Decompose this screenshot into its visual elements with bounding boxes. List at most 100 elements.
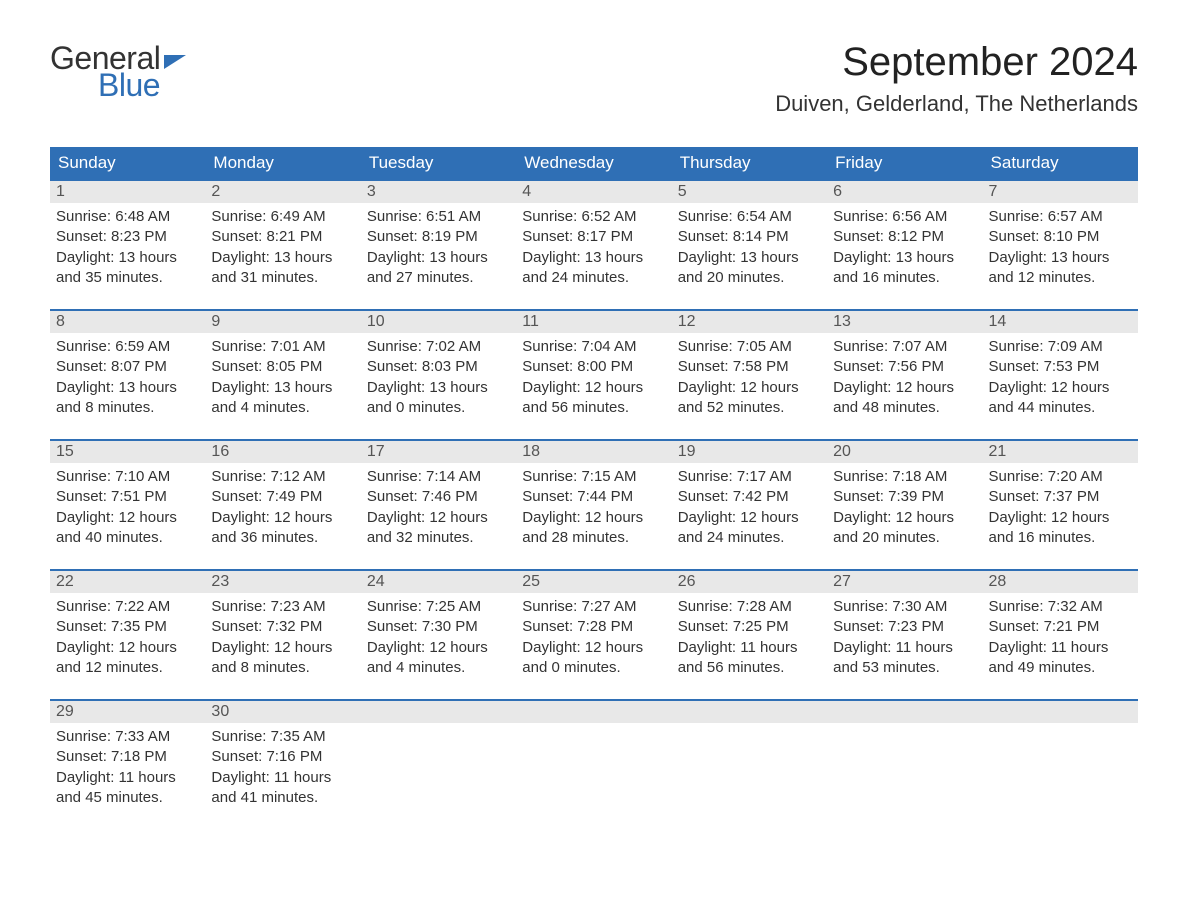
day-content: Sunrise: 7:27 AMSunset: 7:28 PMDaylight:… [516,593,671,686]
day-dl1: Daylight: 12 hours [522,508,665,528]
day-sunset: Sunset: 7:42 PM [678,487,821,507]
day-sunset: Sunset: 7:21 PM [989,617,1132,637]
day-dl1: Daylight: 12 hours [989,378,1132,398]
day-dl1: Daylight: 11 hours [678,638,821,658]
day-content: Sunrise: 7:33 AMSunset: 7:18 PMDaylight:… [50,723,205,816]
day-sunset: Sunset: 8:17 PM [522,227,665,247]
week-row: 1Sunrise: 6:48 AMSunset: 8:23 PMDaylight… [50,179,1138,309]
day-sunset: Sunset: 7:56 PM [833,357,976,377]
day-cell: 11Sunrise: 7:04 AMSunset: 8:00 PMDayligh… [516,309,671,439]
day-sunset: Sunset: 7:18 PM [56,747,199,767]
week-row: 22Sunrise: 7:22 AMSunset: 7:35 PMDayligh… [50,569,1138,699]
day-sunset: Sunset: 8:03 PM [367,357,510,377]
day-number: 8 [50,309,205,333]
day-content: Sunrise: 7:28 AMSunset: 7:25 PMDaylight:… [672,593,827,686]
day-sunrise: Sunrise: 7:30 AM [833,597,976,617]
day-cell: 12Sunrise: 7:05 AMSunset: 7:58 PMDayligh… [672,309,827,439]
day-sunset: Sunset: 7:30 PM [367,617,510,637]
day-dl2: and 24 minutes. [678,528,821,548]
day-cell [516,699,671,829]
day-dl2: and 45 minutes. [56,788,199,808]
day-content: Sunrise: 6:51 AMSunset: 8:19 PMDaylight:… [361,203,516,296]
day-number: 27 [827,569,982,593]
logo-word2: Blue [98,67,160,104]
day-sunset: Sunset: 7:58 PM [678,357,821,377]
day-content: Sunrise: 7:04 AMSunset: 8:00 PMDaylight:… [516,333,671,426]
day-number: 18 [516,439,671,463]
day-dl2: and 12 minutes. [56,658,199,678]
day-number-strip [983,699,1138,723]
day-content: Sunrise: 6:56 AMSunset: 8:12 PMDaylight:… [827,203,982,296]
day-content: Sunrise: 7:25 AMSunset: 7:30 PMDaylight:… [361,593,516,686]
day-sunrise: Sunrise: 6:59 AM [56,337,199,357]
day-number: 3 [361,179,516,203]
day-content: Sunrise: 7:09 AMSunset: 7:53 PMDaylight:… [983,333,1138,426]
day-dl2: and 20 minutes. [833,528,976,548]
day-dl2: and 56 minutes. [678,658,821,678]
month-title: September 2024 [775,40,1138,85]
day-sunset: Sunset: 8:05 PM [211,357,354,377]
day-sunrise: Sunrise: 7:18 AM [833,467,976,487]
day-dl2: and 16 minutes. [989,528,1132,548]
day-sunset: Sunset: 7:44 PM [522,487,665,507]
title-block: September 2024 Duiven, Gelderland, The N… [775,40,1138,117]
day-number: 20 [827,439,982,463]
day-header-monday: Monday [205,147,360,179]
day-dl2: and 44 minutes. [989,398,1132,418]
day-sunset: Sunset: 8:07 PM [56,357,199,377]
day-dl2: and 49 minutes. [989,658,1132,678]
day-cell: 4Sunrise: 6:52 AMSunset: 8:17 PMDaylight… [516,179,671,309]
day-dl2: and 4 minutes. [211,398,354,418]
day-header-thursday: Thursday [672,147,827,179]
day-dl2: and 24 minutes. [522,268,665,288]
day-sunrise: Sunrise: 7:04 AM [522,337,665,357]
day-sunrise: Sunrise: 6:54 AM [678,207,821,227]
day-number: 2 [205,179,360,203]
day-number-strip [827,699,982,723]
day-dl2: and 31 minutes. [211,268,354,288]
day-sunrise: Sunrise: 7:27 AM [522,597,665,617]
day-cell: 26Sunrise: 7:28 AMSunset: 7:25 PMDayligh… [672,569,827,699]
day-number-strip [672,699,827,723]
day-dl1: Daylight: 11 hours [211,768,354,788]
day-cell: 29Sunrise: 7:33 AMSunset: 7:18 PMDayligh… [50,699,205,829]
day-sunrise: Sunrise: 7:15 AM [522,467,665,487]
day-dl1: Daylight: 12 hours [56,508,199,528]
day-cell: 21Sunrise: 7:20 AMSunset: 7:37 PMDayligh… [983,439,1138,569]
day-number: 5 [672,179,827,203]
day-cell: 3Sunrise: 6:51 AMSunset: 8:19 PMDaylight… [361,179,516,309]
day-cell: 16Sunrise: 7:12 AMSunset: 7:49 PMDayligh… [205,439,360,569]
logo: General Blue [50,40,186,104]
day-content: Sunrise: 6:49 AMSunset: 8:21 PMDaylight:… [205,203,360,296]
day-dl1: Daylight: 11 hours [989,638,1132,658]
week-row: 15Sunrise: 7:10 AMSunset: 7:51 PMDayligh… [50,439,1138,569]
day-cell [983,699,1138,829]
day-cell [672,699,827,829]
day-dl2: and 20 minutes. [678,268,821,288]
day-sunset: Sunset: 7:37 PM [989,487,1132,507]
day-sunrise: Sunrise: 6:49 AM [211,207,354,227]
day-header-row: Sunday Monday Tuesday Wednesday Thursday… [50,147,1138,179]
day-content: Sunrise: 7:02 AMSunset: 8:03 PMDaylight:… [361,333,516,426]
day-dl1: Daylight: 12 hours [367,508,510,528]
day-content: Sunrise: 7:07 AMSunset: 7:56 PMDaylight:… [827,333,982,426]
day-dl1: Daylight: 12 hours [367,638,510,658]
day-content: Sunrise: 6:57 AMSunset: 8:10 PMDaylight:… [983,203,1138,296]
calendar-table: Sunday Monday Tuesday Wednesday Thursday… [50,147,1138,829]
logo-flag-icon [164,55,186,69]
day-cell: 27Sunrise: 7:30 AMSunset: 7:23 PMDayligh… [827,569,982,699]
day-content: Sunrise: 7:17 AMSunset: 7:42 PMDaylight:… [672,463,827,556]
day-number: 15 [50,439,205,463]
day-dl1: Daylight: 13 hours [989,248,1132,268]
day-dl1: Daylight: 12 hours [522,378,665,398]
day-header-wednesday: Wednesday [516,147,671,179]
day-dl1: Daylight: 13 hours [522,248,665,268]
day-sunrise: Sunrise: 7:14 AM [367,467,510,487]
day-number: 13 [827,309,982,333]
day-cell: 30Sunrise: 7:35 AMSunset: 7:16 PMDayligh… [205,699,360,829]
day-dl1: Daylight: 12 hours [211,508,354,528]
day-number: 26 [672,569,827,593]
day-cell: 17Sunrise: 7:14 AMSunset: 7:46 PMDayligh… [361,439,516,569]
day-number: 6 [827,179,982,203]
week-row: 8 Sunrise: 6:59 AMSunset: 8:07 PM Daylight… [50,309,1138,439]
